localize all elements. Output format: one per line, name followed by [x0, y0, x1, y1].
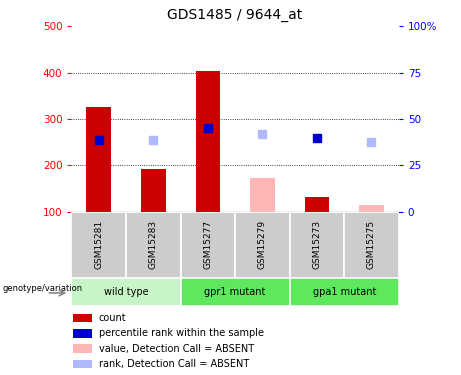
Title: GDS1485 / 9644_at: GDS1485 / 9644_at	[167, 9, 303, 22]
Text: wild type: wild type	[104, 286, 148, 297]
Bar	[344, 212, 399, 278]
Text: GSM15275: GSM15275	[367, 220, 376, 269]
Bar	[73, 345, 92, 353]
Bar	[141, 169, 165, 212]
Text: gpr1 mutant: gpr1 mutant	[204, 286, 266, 297]
Text: GSM15277: GSM15277	[203, 220, 213, 269]
Bar	[71, 278, 181, 306]
Bar	[359, 205, 384, 212]
Bar	[71, 212, 126, 278]
Bar	[181, 278, 290, 306]
Text: GSM15279: GSM15279	[258, 220, 267, 269]
Text: count: count	[99, 313, 126, 323]
Bar	[126, 212, 181, 278]
Text: gpa1 mutant: gpa1 mutant	[313, 286, 376, 297]
Bar	[73, 360, 92, 368]
Bar	[73, 329, 92, 338]
Text: GSM15283: GSM15283	[149, 220, 158, 269]
Text: genotype/variation: genotype/variation	[2, 284, 82, 293]
Bar	[73, 314, 92, 322]
Bar	[290, 278, 399, 306]
Text: value, Detection Call = ABSENT: value, Detection Call = ABSENT	[99, 344, 254, 354]
Bar	[290, 212, 344, 278]
Text: GSM15281: GSM15281	[94, 220, 103, 269]
Text: GSM15273: GSM15273	[313, 220, 321, 269]
Bar	[235, 212, 290, 278]
Bar	[305, 196, 329, 212]
Bar	[181, 212, 235, 278]
Bar	[87, 108, 111, 212]
Text: percentile rank within the sample: percentile rank within the sample	[99, 328, 264, 338]
Bar	[250, 178, 275, 212]
Text: rank, Detection Call = ABSENT: rank, Detection Call = ABSENT	[99, 359, 249, 369]
Bar	[195, 71, 220, 212]
